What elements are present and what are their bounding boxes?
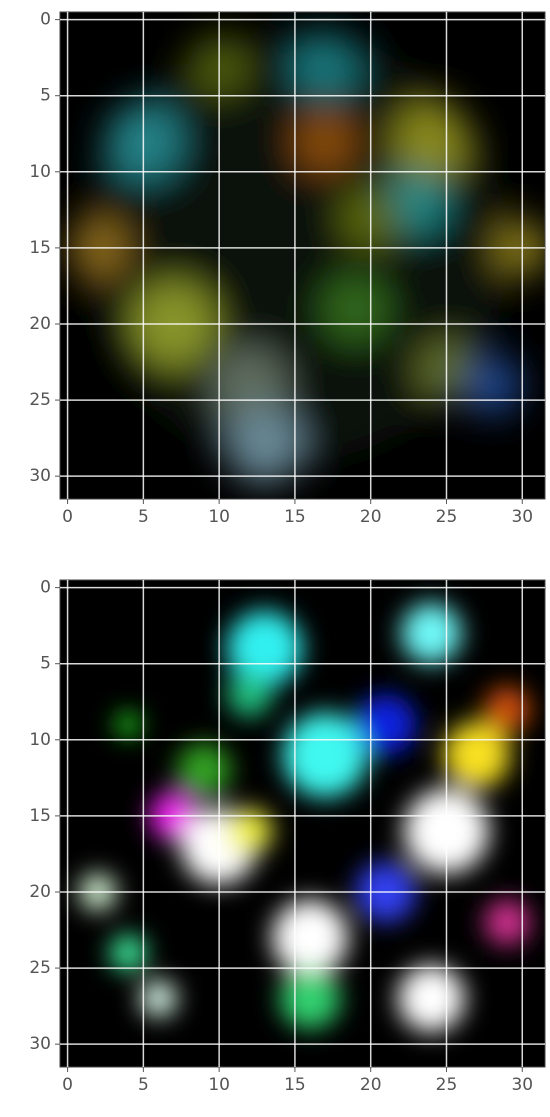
- image-content: [79, 602, 530, 1032]
- y-tick-label: 25: [29, 958, 51, 978]
- x-tick-label: 20: [360, 507, 382, 527]
- y-tick-label: 25: [29, 390, 51, 410]
- y-tick-label: 20: [29, 314, 51, 334]
- x-tick-label: 20: [360, 1075, 382, 1095]
- x-tick-label: 30: [511, 507, 533, 527]
- image-panel: 0 5 10 15 20 25 30 0 5 10 15 20 25 30: [29, 578, 546, 1095]
- image-panel: 0 5 10 15 20 25 30 0 5 10 15 20 25 30: [29, 10, 546, 527]
- x-tick-label: 0: [62, 1075, 73, 1095]
- y-tick-label: 15: [29, 806, 51, 826]
- y-tick-label: 5: [40, 654, 51, 674]
- axes-frame: [59, 11, 546, 500]
- x-tick-label: 25: [436, 1075, 458, 1095]
- y-tick-label: 30: [29, 1034, 51, 1054]
- y-tick-label: 20: [29, 882, 51, 902]
- y-tick-label: 0: [40, 10, 51, 30]
- x-tick-label: 5: [138, 507, 149, 527]
- y-tick-label: 0: [40, 578, 51, 598]
- x-tick-label: 0: [62, 507, 73, 527]
- y-tick-label: 10: [29, 162, 51, 182]
- x-tick-label: 25: [436, 507, 458, 527]
- x-tick-label: 5: [138, 1075, 149, 1095]
- x-tick-label: 15: [284, 507, 306, 527]
- x-tick-label: 15: [284, 1075, 306, 1095]
- axes-frame: [59, 579, 546, 1068]
- y-tick-label: 15: [29, 238, 51, 258]
- x-tick-label: 10: [208, 1075, 230, 1095]
- x-tick-label: 30: [511, 1075, 533, 1095]
- y-tick-label: 30: [29, 466, 51, 486]
- x-tick-label: 10: [208, 507, 230, 527]
- y-tick-label: 5: [40, 86, 51, 106]
- y-tick-label: 10: [29, 730, 51, 750]
